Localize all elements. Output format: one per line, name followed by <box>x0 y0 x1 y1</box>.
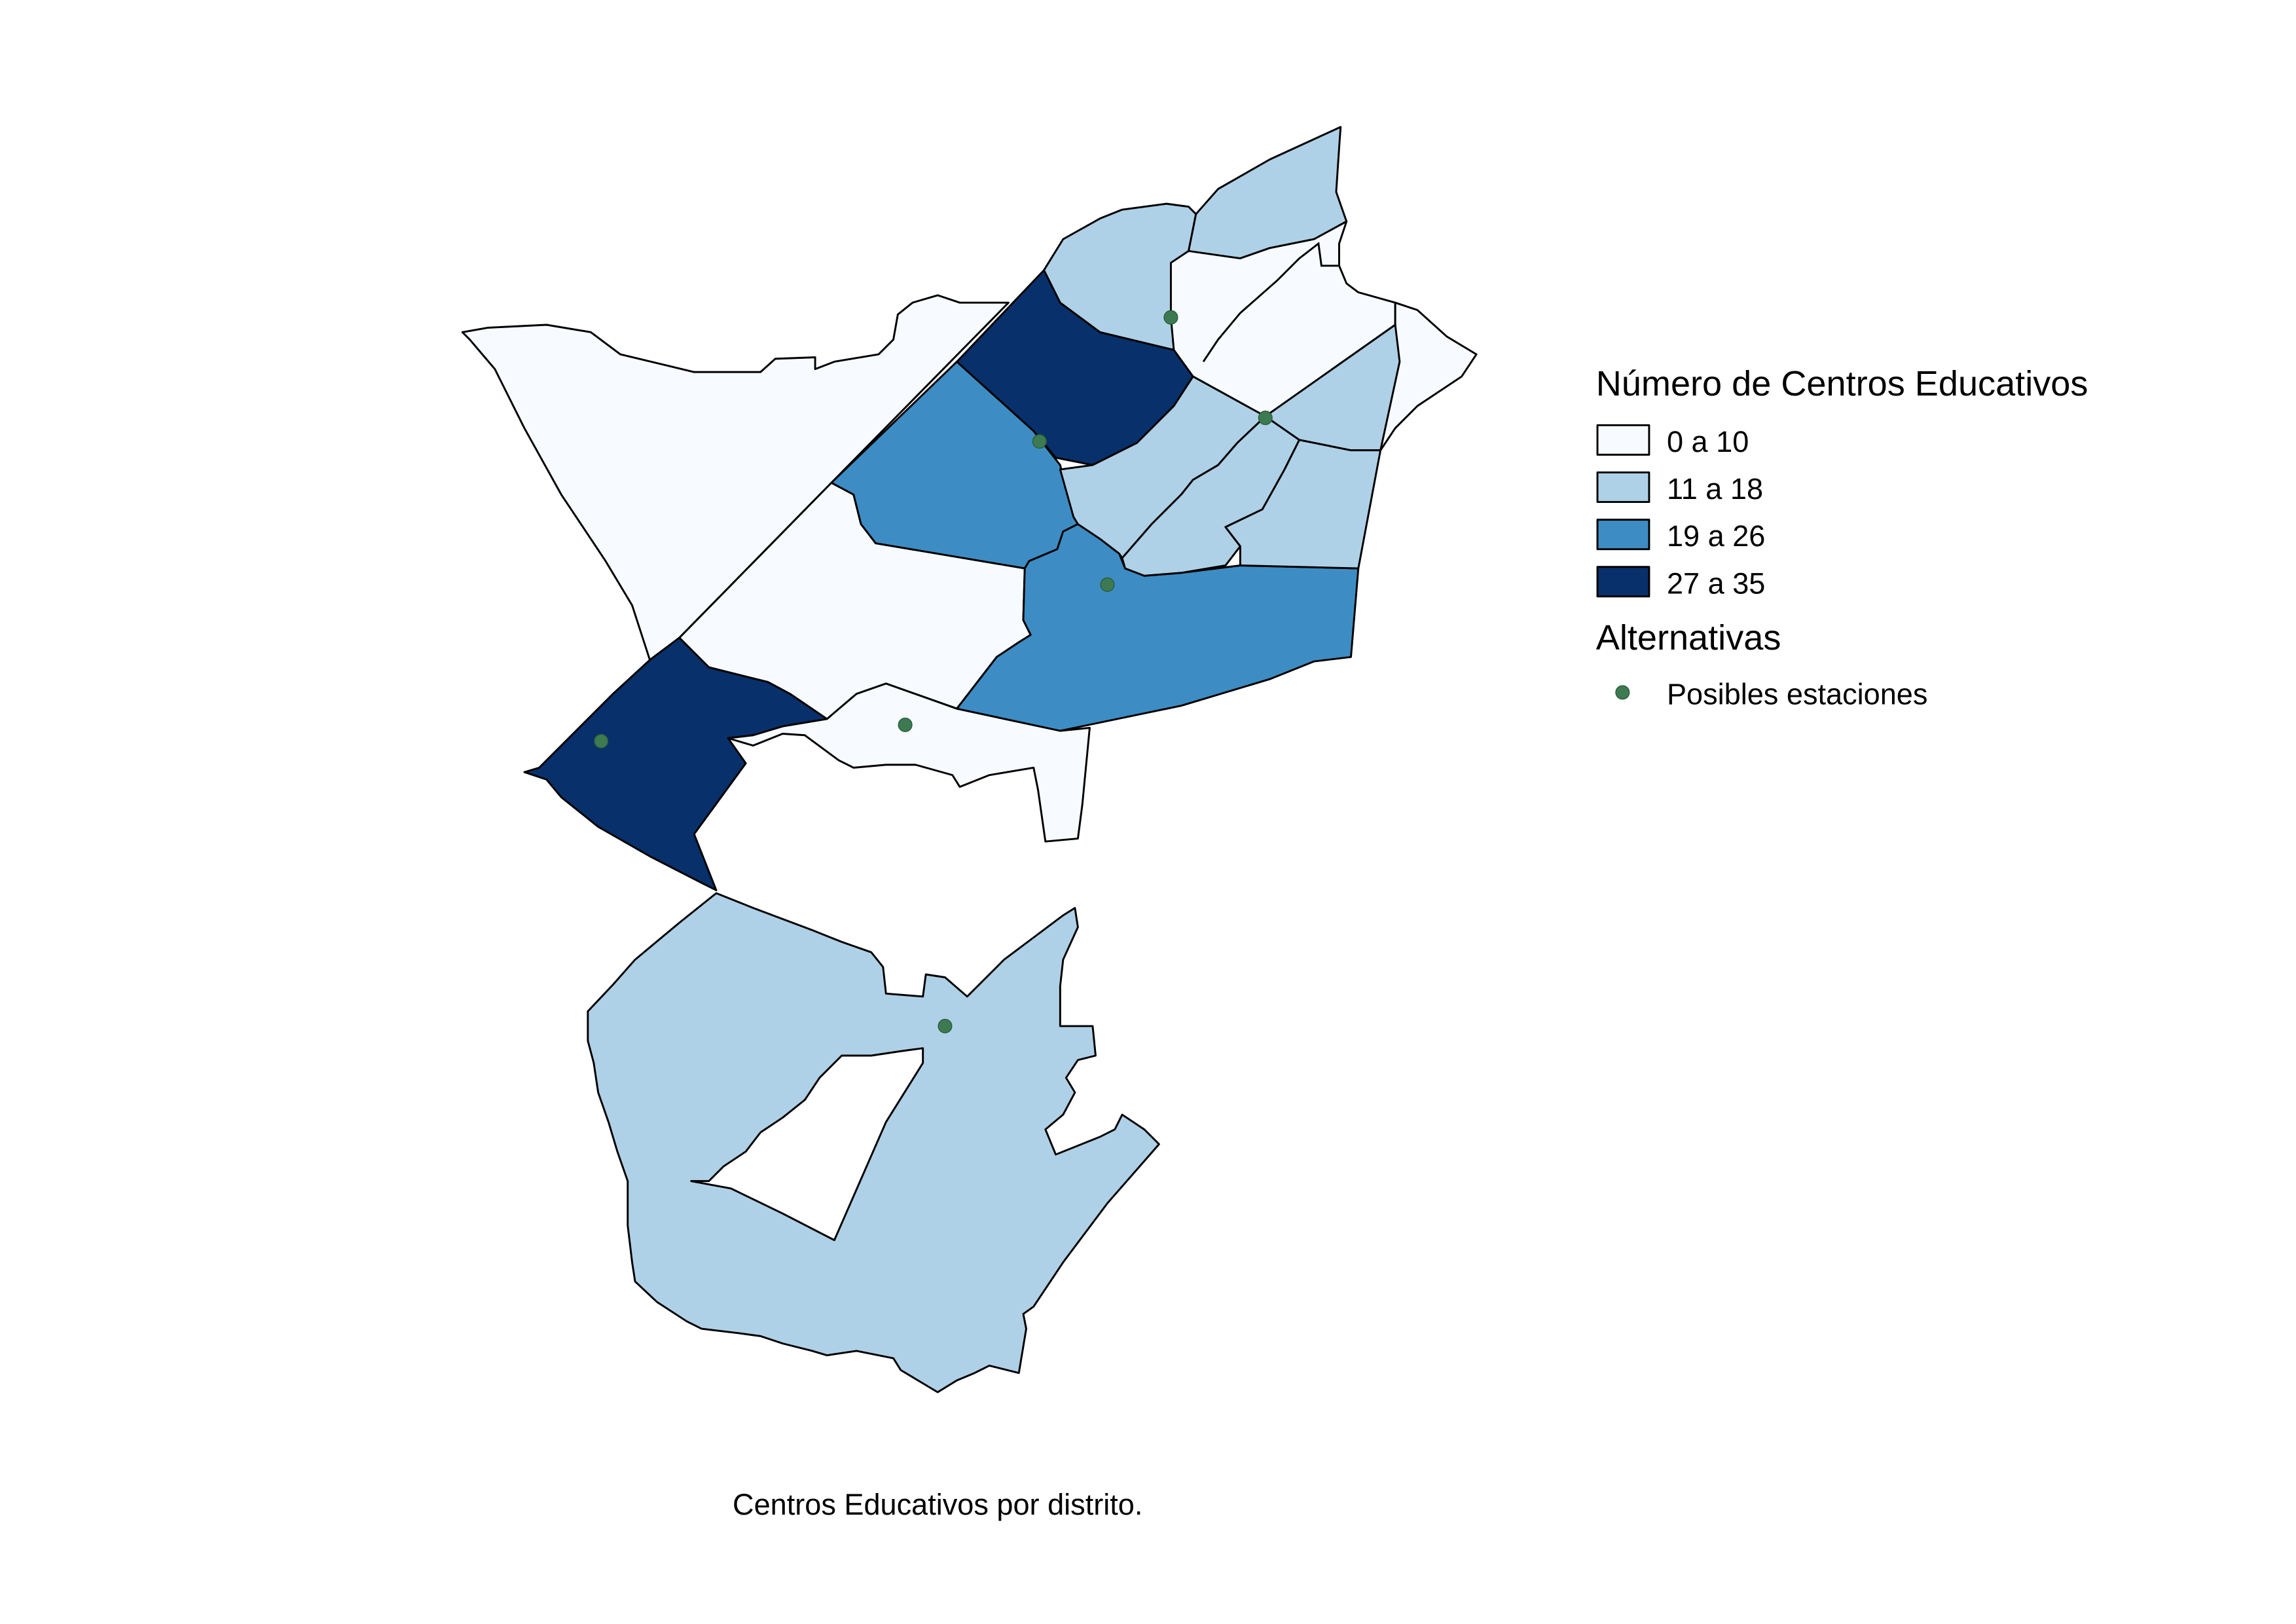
legend-station-marker <box>1615 685 1630 700</box>
district-northwest <box>461 294 1010 661</box>
station-point <box>1258 410 1273 426</box>
station-point <box>898 717 913 733</box>
stations-layer <box>594 310 1273 1033</box>
district-southwest <box>523 637 828 891</box>
legend-points-label: Posibles estaciones <box>1667 677 1927 710</box>
legend-label-27-35: 27 a 35 <box>1667 566 1765 600</box>
district-south-large <box>587 892 1160 1393</box>
station-point <box>594 733 609 748</box>
legend-swatch-11-18 <box>1596 471 1650 504</box>
district-northeast <box>1169 220 1396 418</box>
station-point <box>1100 577 1115 592</box>
legend-label-11-18: 11 a 18 <box>1667 472 1763 506</box>
districts-layer <box>461 126 1478 1393</box>
legend-swatch-27-35 <box>1596 566 1650 598</box>
legend: Número de Centros Educativos 0 a 10 11 a… <box>1596 364 2088 710</box>
legend-label-0-10: 0 a 10 <box>1667 425 1749 458</box>
legend-label-19-26: 19 a 26 <box>1667 519 1765 553</box>
district-boundary <box>1202 242 1339 363</box>
legend-swatch-19-26 <box>1596 519 1650 551</box>
station-point <box>1163 310 1178 325</box>
legend-points-title: Alternativas <box>1596 618 1781 657</box>
station-point <box>938 1018 953 1033</box>
district-center-east-c <box>1224 439 1382 570</box>
map-caption: Centros Educativos por distrito. <box>733 1488 1142 1521</box>
legend-swatch-0-10 <box>1596 424 1650 456</box>
station-point <box>1032 434 1047 449</box>
legend-title: Número de Centros Educativos <box>1596 364 2088 403</box>
